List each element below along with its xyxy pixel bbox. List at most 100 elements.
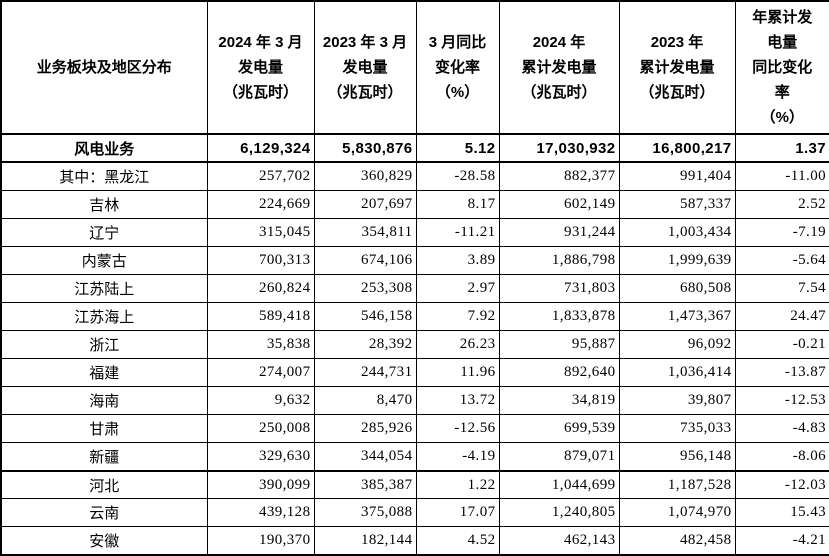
- value-cell-march_yoy: 11.96: [415, 357, 500, 388]
- region-label: 其中：黑龙江: [0, 161, 208, 191]
- value-cell-gen_2024_march: 274,007: [206, 357, 315, 388]
- value-cell-gen_2024_march: 329,630: [206, 442, 315, 472]
- column-header-gen_2024_march: 2024 年 3 月发电量 （兆瓦时）: [206, 0, 315, 135]
- value-cell-cum_2023: 1,187,528: [618, 469, 736, 500]
- region-label: 辽宁: [0, 217, 208, 247]
- value-cell-gen_2024_march: 390,099: [206, 469, 315, 500]
- value-cell-cum_2023: 956,148: [618, 442, 736, 472]
- value-cell-cum_yoy: -12.53: [734, 386, 829, 416]
- region-label: 福建: [0, 357, 208, 388]
- value-cell-gen_2024_march: 700,313: [206, 245, 315, 275]
- value-cell-march_yoy: 4.52: [415, 526, 500, 556]
- value-cell-gen_2023_march: 207,697: [313, 189, 417, 219]
- table-row: 海南 9,632 8,470 13.72 34,819 39,807 -12.53: [0, 386, 829, 416]
- value-cell-cum_2023: 1,999,639: [618, 245, 736, 275]
- region-label: 安徽: [0, 526, 208, 556]
- value-cell-cum_2023: 735,033: [618, 414, 736, 444]
- value-cell-cum_2024: 1,833,878: [498, 301, 620, 331]
- value-cell-cum_2024: 882,377: [498, 161, 620, 191]
- value-cell-gen_2024_march: 190,370: [206, 526, 315, 556]
- value-cell-cum_2024: 1,240,805: [498, 498, 620, 528]
- value-cell-gen_2024_march: 315,045: [206, 217, 315, 247]
- value-cell-gen_2023_march: 360,829: [313, 161, 417, 191]
- value-cell-cum_2024: 1,886,798: [498, 245, 620, 275]
- value-cell-cum_yoy: -5.64: [734, 245, 829, 275]
- value-cell-cum_2024: 34,819: [498, 386, 620, 416]
- value-cell-cum_2023: 1,074,970: [618, 498, 736, 528]
- value-cell-cum_yoy: -7.19: [734, 217, 829, 247]
- value-cell-march_yoy: 26.23: [415, 329, 500, 360]
- value-cell-cum_2023: 1,473,367: [618, 301, 736, 331]
- value-cell-cum_2023: 1,003,434: [618, 217, 736, 247]
- value-cell-gen_2024_march: 6,129,324: [206, 132, 315, 164]
- value-cell-cum_2024: 731,803: [498, 273, 620, 303]
- value-cell-cum_yoy: 1.37: [734, 132, 829, 164]
- value-cell-march_yoy: -4.19: [415, 442, 500, 472]
- table-row: 河北 390,099 385,387 1.22 1,044,699 1,187,528 -1…: [0, 469, 829, 500]
- header-row: 业务板块及地区分布 2024 年 3 月发电量 （兆瓦时） 2023 年 3 月发电量…: [0, 0, 829, 135]
- value-cell-gen_2023_march: 385,387: [313, 469, 417, 500]
- value-cell-gen_2023_march: 28,392: [313, 329, 417, 360]
- value-cell-gen_2023_march: 5,830,876: [313, 132, 417, 164]
- value-cell-gen_2023_march: 354,811: [313, 217, 417, 247]
- value-cell-cum_2023: 39,807: [618, 386, 736, 416]
- value-cell-march_yoy: 3.89: [415, 245, 500, 275]
- value-cell-gen_2023_march: 375,088: [313, 498, 417, 528]
- value-cell-march_yoy: 7.92: [415, 301, 500, 331]
- value-cell-cum_2023: 680,508: [618, 273, 736, 303]
- table-header: 业务板块及地区分布 2024 年 3 月发电量 （兆瓦时） 2023 年 3 月发电量…: [0, 0, 829, 135]
- table-row: 福建 274,007 244,731 11.96 892,640 1,036,414 -13…: [0, 357, 829, 388]
- value-cell-cum_2024: 931,244: [498, 217, 620, 247]
- value-cell-cum_2024: 879,071: [498, 442, 620, 472]
- value-cell-cum_2024: 95,887: [498, 329, 620, 360]
- value-cell-march_yoy: 17.07: [415, 498, 500, 528]
- value-cell-gen_2023_march: 182,144: [313, 526, 417, 556]
- value-cell-march_yoy: 5.12: [415, 132, 500, 164]
- value-cell-march_yoy: 13.72: [415, 386, 500, 416]
- table-row: 江苏海上 589,418 546,158 7.92 1,833,878 1,473,367…: [0, 301, 829, 331]
- column-header-cum_yoy: 年累计发 电量 同比变化率（%）: [734, 0, 829, 135]
- value-cell-cum_yoy: -13.87: [734, 357, 829, 388]
- region-label: 内蒙古: [0, 245, 208, 275]
- value-cell-gen_2024_march: 224,669: [206, 189, 315, 219]
- column-header-march_yoy: 3 月同比 变化率 （%）: [415, 0, 500, 135]
- column-header-region: 业务板块及地区分布: [0, 0, 208, 135]
- value-cell-cum_yoy: -4.83: [734, 414, 829, 444]
- table-row: 安徽 190,370 182,144 4.52 462,143 482,458 -4.21: [0, 526, 829, 556]
- value-cell-march_yoy: 8.17: [415, 189, 500, 219]
- table-row: 江苏陆上 260,824 253,308 2.97 731,803 680,508 7.54: [0, 273, 829, 303]
- region-label: 海南: [0, 386, 208, 416]
- value-cell-cum_yoy: 24.47: [734, 301, 829, 331]
- column-header-cum_2023: 2023 年累计发电量 （兆瓦时）: [618, 0, 736, 135]
- table-body: 风电业务 6,129,324 5,830,876 5.12 17,030,932 16,8…: [0, 132, 829, 556]
- value-cell-cum_2024: 462,143: [498, 526, 620, 556]
- value-cell-cum_2023: 1,036,414: [618, 357, 736, 388]
- value-cell-cum_yoy: -4.21: [734, 526, 829, 556]
- value-cell-gen_2024_march: 35,838: [206, 329, 315, 360]
- region-label: 江苏陆上: [0, 273, 208, 303]
- value-cell-march_yoy: 2.97: [415, 273, 500, 303]
- region-label: 江苏海上: [0, 301, 208, 331]
- value-cell-gen_2023_march: 674,106: [313, 245, 417, 275]
- value-cell-gen_2023_march: 253,308: [313, 273, 417, 303]
- column-header-cum_2024: 2024 年累计发电量 （兆瓦时）: [498, 0, 620, 135]
- column-header-gen_2023_march: 2023 年 3 月发电量 （兆瓦时）: [313, 0, 417, 135]
- value-cell-cum_2023: 16,800,217: [618, 132, 736, 164]
- value-cell-cum_yoy: 7.54: [734, 273, 829, 303]
- value-cell-gen_2023_march: 8,470: [313, 386, 417, 416]
- value-cell-gen_2024_march: 9,632: [206, 386, 315, 416]
- value-cell-cum_2024: 1,044,699: [498, 469, 620, 500]
- value-cell-cum_2023: 587,337: [618, 189, 736, 219]
- value-cell-march_yoy: -11.21: [415, 217, 500, 247]
- value-cell-gen_2023_march: 244,731: [313, 357, 417, 388]
- region-label: 风电业务: [0, 132, 208, 164]
- table-row: 吉林 224,669 207,697 8.17 602,149 587,337 2.52: [0, 189, 829, 219]
- value-cell-gen_2023_march: 344,054: [313, 442, 417, 472]
- value-cell-cum_2023: 96,092: [618, 329, 736, 360]
- value-cell-cum_yoy: 15.43: [734, 498, 829, 528]
- value-cell-cum_yoy: -0.21: [734, 329, 829, 360]
- value-cell-gen_2024_march: 589,418: [206, 301, 315, 331]
- table-row: 其中：黑龙江 257,702 360,829 -28.58 882,377 991,404…: [0, 161, 829, 191]
